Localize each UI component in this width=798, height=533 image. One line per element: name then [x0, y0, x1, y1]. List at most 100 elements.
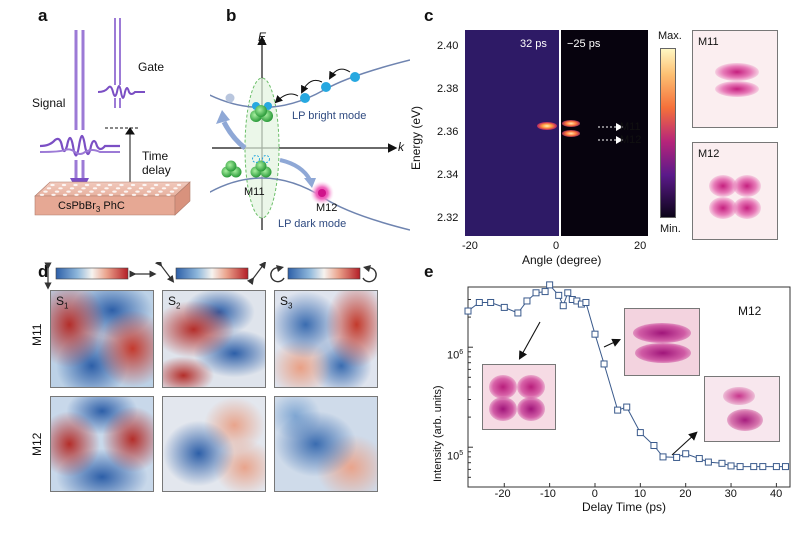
spectrum-image-left	[465, 30, 559, 236]
chart-ytick-1e5: 105	[447, 450, 464, 463]
phc-hole	[89, 190, 94, 193]
chart-xtick: 30	[724, 488, 737, 500]
time-delay-label-line1: Time	[142, 149, 169, 163]
panel-letter-e: e	[424, 262, 434, 281]
phc-hole	[100, 190, 106, 193]
gate-label: Gate	[138, 60, 165, 74]
panel-letter-c: c	[424, 6, 434, 25]
mode2-label: M12	[620, 134, 642, 146]
phc-hole	[104, 187, 109, 190]
panel-letter-b: b	[226, 6, 237, 25]
panel-a-schematic	[34, 18, 191, 216]
chart-ylabel: Intensity (arb. units)	[432, 385, 444, 482]
chart-xlabel: Delay Time (ps)	[582, 500, 667, 514]
spectrum-xtick: -20	[462, 240, 478, 252]
data-point	[772, 463, 780, 471]
phc-hole	[138, 187, 144, 190]
inset-m12-label: M12	[698, 148, 720, 160]
phc-hole	[150, 187, 155, 190]
phc-hole	[154, 193, 160, 196]
data-point	[704, 458, 712, 466]
stokes-map-m11-s2	[162, 290, 266, 388]
phc-hole	[158, 190, 163, 193]
data-point	[541, 288, 549, 296]
data-point	[600, 360, 608, 368]
phc-hole	[169, 190, 175, 193]
m12-label: M12	[316, 202, 338, 214]
spectrum-xlabel: Angle (degree)	[522, 253, 602, 267]
mode1-label: M11	[620, 121, 641, 133]
phc-hole	[97, 193, 102, 196]
time-right-label: −25 ps	[567, 38, 601, 50]
phc-hole	[39, 193, 45, 196]
data-point	[523, 297, 531, 305]
chart-xtick: 10	[633, 488, 647, 500]
phc-hole	[130, 183, 136, 187]
data-point	[750, 463, 758, 471]
panel-b-dispersion	[210, 35, 410, 231]
phc-hole	[127, 187, 132, 190]
phc-hole	[161, 187, 167, 190]
phc-hole	[173, 187, 178, 190]
phc-hole	[43, 190, 48, 193]
panel-letter-a: a	[38, 6, 48, 25]
dark-mode-label: LP dark mode	[278, 218, 347, 230]
intensity-colorbar	[660, 48, 676, 218]
stokes-map-m11-s1	[50, 290, 154, 388]
bright-cluster	[250, 105, 273, 122]
data-point	[636, 429, 644, 437]
spectrum-xtick: 0	[553, 240, 560, 252]
data-point	[673, 453, 681, 461]
data-point	[695, 455, 703, 463]
data-point	[727, 462, 735, 470]
phc-hole	[123, 190, 129, 193]
spectrum-ytick: 2.38	[437, 83, 459, 95]
spectrum-ytick: 2.34	[437, 169, 459, 181]
bright-mode-label: LP bright mode	[292, 110, 367, 122]
data-point	[555, 291, 563, 299]
phc-hole	[135, 190, 140, 193]
inset-m11-image	[692, 30, 778, 128]
chart-inset-early	[482, 364, 556, 430]
gate-beam	[97, 18, 145, 108]
phc-hole	[115, 187, 121, 190]
data-point	[559, 302, 567, 310]
chart-inset-late	[704, 376, 780, 442]
phc-hole	[92, 187, 98, 190]
chart-xtick: 40	[769, 488, 783, 500]
phc-hole	[62, 193, 68, 196]
signal-label: Signal	[32, 96, 66, 110]
cspbbr3-phc-sample	[34, 181, 191, 216]
phc-hole	[131, 193, 137, 196]
data-point	[514, 309, 522, 317]
phc-hole	[46, 187, 52, 190]
phc-hole	[107, 183, 113, 187]
chart-xtick: 0	[591, 488, 598, 500]
stokes-map-m12-s2	[162, 396, 266, 492]
chart-xtick: 20	[679, 488, 692, 500]
phc-hole	[58, 187, 63, 190]
colorbar-max: Max.	[658, 30, 682, 42]
phc-hole	[66, 190, 71, 193]
stokes-map-m11-s3	[274, 290, 378, 388]
momentum-axis-label: k	[398, 140, 404, 154]
stokes-map-m12-s1	[50, 396, 154, 492]
data-point	[781, 463, 789, 471]
data-point	[591, 330, 599, 338]
phc-hole	[51, 193, 56, 196]
phc-hole	[61, 183, 67, 187]
m11-label: M11	[244, 186, 265, 198]
data-point	[500, 303, 508, 311]
stokes-map-m12-s3	[274, 396, 378, 492]
data-point	[546, 281, 554, 289]
data-point	[564, 289, 572, 297]
colorbar-min: Min.	[660, 223, 681, 235]
phc-hole	[84, 183, 90, 187]
chart-xtick: -10	[540, 488, 556, 500]
sample-label: CsPbBr3 PhC	[58, 200, 125, 215]
data-point	[532, 289, 540, 297]
phc-hole	[54, 190, 60, 193]
phc-hole	[143, 193, 148, 196]
data-point	[718, 459, 726, 467]
